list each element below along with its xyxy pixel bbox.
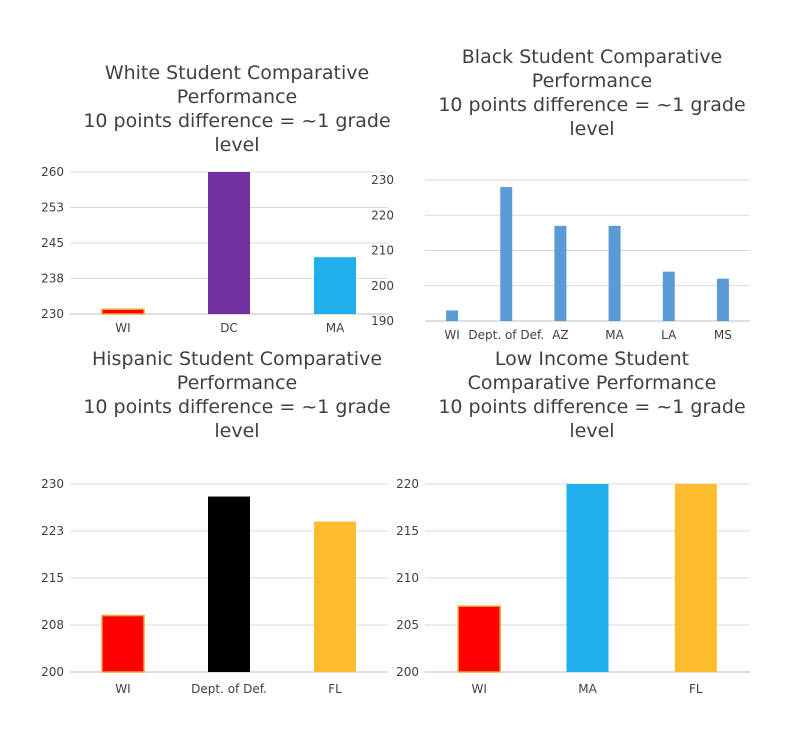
chart-title-line: level bbox=[214, 134, 259, 156]
x-category-label: Dept. of Def. bbox=[191, 682, 267, 696]
x-category-label: Dept. of Def. bbox=[468, 328, 544, 342]
bar bbox=[554, 225, 567, 321]
chart-title-line: 10 points difference = ~1 grade bbox=[438, 94, 745, 116]
y-tick-label: 223 bbox=[41, 524, 64, 538]
x-category-label: WI bbox=[115, 321, 130, 335]
x-category-label: MA bbox=[578, 682, 597, 696]
chart-title-line: Comparative Performance bbox=[468, 372, 717, 394]
bar bbox=[716, 278, 729, 321]
chart-title-line: White Student Comparative bbox=[105, 62, 369, 84]
chart-title-line: 10 points difference = ~1 grade bbox=[438, 396, 745, 418]
y-tick-label: 205 bbox=[396, 618, 419, 632]
y-tick-label: 215 bbox=[41, 571, 64, 585]
bar bbox=[101, 614, 145, 673]
y-tick-label: 260 bbox=[41, 165, 64, 179]
chart-title-line: Performance bbox=[177, 86, 297, 108]
chart-hispanic: Hispanic Student ComparativePerformance1… bbox=[41, 348, 391, 696]
y-tick-label: 200 bbox=[396, 665, 419, 679]
x-category-label: DC bbox=[220, 321, 238, 335]
y-tick-label: 238 bbox=[41, 272, 64, 286]
y-tick-label: 230 bbox=[371, 173, 394, 187]
bar bbox=[101, 308, 145, 315]
chart-title-line: Low Income Student bbox=[495, 348, 689, 370]
y-tick-label: 245 bbox=[41, 236, 64, 250]
x-category-label: WI bbox=[444, 328, 459, 342]
chart-title-line: level bbox=[214, 420, 259, 442]
bar bbox=[314, 521, 356, 672]
x-category-label: MA bbox=[605, 328, 624, 342]
x-category-label: WI bbox=[471, 682, 486, 696]
y-tick-label: 210 bbox=[396, 571, 419, 585]
x-category-label: LA bbox=[661, 328, 677, 342]
y-tick-label: 190 bbox=[371, 314, 394, 328]
x-category-label: MA bbox=[326, 321, 345, 335]
chart-title-line: 10 points difference = ~1 grade bbox=[83, 396, 390, 418]
y-tick-label: 215 bbox=[396, 524, 419, 538]
bar bbox=[446, 310, 459, 321]
bar bbox=[674, 484, 717, 672]
y-tick-label: 253 bbox=[41, 201, 64, 215]
x-category-label: WI bbox=[115, 682, 130, 696]
bar bbox=[457, 605, 501, 673]
bar bbox=[500, 187, 513, 321]
y-tick-label: 220 bbox=[371, 208, 394, 222]
x-category-label: AZ bbox=[552, 328, 568, 342]
bar bbox=[208, 172, 250, 314]
chart-title-line: Hispanic Student Comparative bbox=[92, 348, 382, 370]
bar bbox=[208, 496, 250, 672]
bar bbox=[566, 484, 609, 672]
chart-title-line: level bbox=[569, 420, 614, 442]
y-tick-label: 230 bbox=[41, 307, 64, 321]
x-category-label: FL bbox=[689, 682, 703, 696]
chart-title-line: level bbox=[569, 118, 614, 140]
chart-title-line: Black Student Comparative bbox=[462, 46, 723, 68]
bar bbox=[314, 257, 356, 314]
y-tick-label: 200 bbox=[41, 665, 64, 679]
x-category-label: FL bbox=[328, 682, 342, 696]
chart-title-line: Performance bbox=[532, 70, 652, 92]
x-category-label: MS bbox=[714, 328, 732, 342]
y-tick-label: 208 bbox=[41, 618, 64, 632]
y-tick-label: 230 bbox=[41, 477, 64, 491]
chart-title-line: Performance bbox=[177, 372, 297, 394]
y-tick-label: 200 bbox=[371, 279, 394, 293]
chart-title-line: 10 points difference = ~1 grade bbox=[83, 110, 390, 132]
bar bbox=[608, 225, 621, 321]
y-tick-label: 220 bbox=[396, 477, 419, 491]
y-tick-label: 210 bbox=[371, 244, 394, 258]
bar bbox=[662, 271, 675, 321]
